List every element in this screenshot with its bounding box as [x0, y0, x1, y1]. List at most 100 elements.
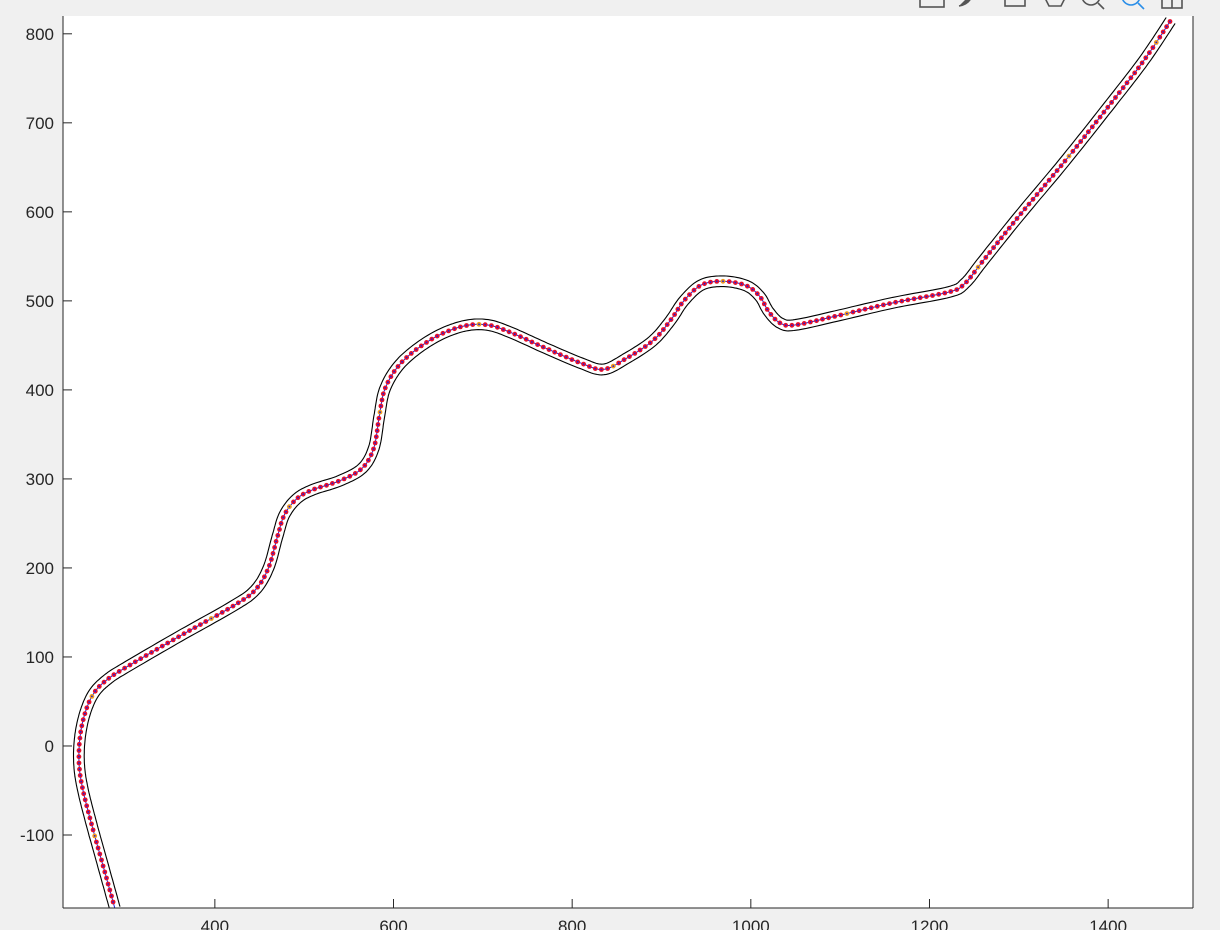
trajectory-point-center [278, 528, 281, 531]
trajectory-point-center [1169, 20, 1171, 23]
trajectory-point-center [1079, 140, 1082, 143]
trajectory-point-center [375, 435, 378, 438]
trajectory-point-center [183, 632, 185, 635]
trajectory-point-center [1024, 207, 1026, 210]
trajectory-point-center [531, 341, 533, 343]
trajectory-point-center [734, 281, 737, 284]
y-tick-label: 400 [26, 381, 54, 400]
trajectory-point-center [1044, 184, 1046, 186]
trajectory-point-center [688, 293, 691, 296]
trajectory-point-center [292, 501, 295, 503]
trajectory-point-center [833, 315, 836, 318]
trajectory-point-center [1040, 188, 1042, 191]
trajectory-point-center [984, 256, 987, 259]
trajectory-point-center [496, 326, 499, 329]
rotate-icon[interactable] [1004, 0, 1026, 7]
trajectory-point-center [270, 558, 273, 561]
trajectory-point-center [484, 323, 487, 326]
trajectory-point-center [1036, 193, 1038, 196]
zoom-in-icon[interactable] [1122, 0, 1145, 10]
trajectory-point-center [266, 570, 268, 572]
trajectory-point-center [215, 614, 218, 617]
trajectory-point-center [91, 695, 93, 698]
trajectory-point-center [858, 309, 860, 312]
axes: -100 0 100 200 300 400 500 600 700 800 400 600 800 10… [20, 16, 1194, 930]
plot-area[interactable] [72, 17, 1176, 910]
trajectory-point-center [273, 546, 276, 549]
trajectory-point-center [172, 639, 175, 641]
trajectory-point-center [525, 338, 528, 341]
track-left-boundary [72, 17, 1167, 908]
trajectory-point-center [376, 429, 379, 432]
y-tick-label: -100 [20, 826, 54, 845]
trajectory-point-center [623, 358, 625, 361]
export-icon[interactable] [919, 0, 945, 8]
trajectory-point-center [348, 475, 351, 478]
trajectory-point-center [381, 399, 383, 401]
trajectory-point-center [1126, 81, 1128, 84]
y-tick-label: 500 [26, 292, 54, 311]
trajectory-point-center [996, 241, 999, 244]
trajectory-point-center [459, 326, 462, 328]
trajectory-point-center [465, 324, 468, 327]
trajectory-point-center [401, 360, 403, 363]
y-tick-label: 100 [26, 648, 54, 667]
trajectory-point-center [343, 478, 345, 480]
trajectory-point-center [288, 505, 291, 508]
trajectory-point-center [92, 829, 94, 831]
trajectory-point-center [325, 484, 328, 487]
trajectory-point-center [1118, 91, 1121, 94]
trajectory-point-center [256, 586, 259, 589]
trajectory-point-center [815, 319, 818, 322]
trajectory-point-center [600, 368, 603, 371]
trajectory-point-center [367, 459, 370, 462]
trajectory-point-center [1064, 160, 1066, 162]
trajectory-point-center [870, 306, 873, 309]
x-tick-label: 1400 [1089, 917, 1127, 930]
trajectory-point-center [194, 626, 196, 629]
trajectory-point-center [123, 667, 126, 670]
trajectory-point-center [199, 623, 202, 626]
axes-toolbar[interactable] [919, 0, 1183, 10]
trajectory-point-center [961, 285, 963, 288]
trajectory-point-center [276, 534, 279, 537]
trajectory-point-center [746, 285, 749, 288]
trajectory-point-center [100, 859, 103, 861]
trajectory-point-center [166, 642, 169, 644]
trajectory-point-center [1130, 76, 1132, 79]
trajectory-point-center [98, 685, 101, 688]
trajectory-point-center [88, 701, 90, 703]
x-tick-label: 800 [558, 917, 586, 930]
trajectory-point-center [1016, 217, 1018, 220]
trajectory-point-center [1110, 101, 1113, 104]
trajectory-point-center [1048, 179, 1050, 182]
data-tips-icon[interactable] [1161, 0, 1183, 9]
trajectory-point-center [237, 601, 240, 604]
trajectory-point-center [888, 302, 891, 305]
trajectory-point-center [740, 283, 743, 285]
trajectory-point-center [766, 308, 769, 311]
trajectory-point-center [285, 511, 287, 513]
trajectory-point-center [129, 664, 131, 666]
zoom-out-icon[interactable] [1082, 0, 1105, 10]
trajectory-point-center [134, 660, 137, 663]
trajectory-point-center [387, 381, 389, 384]
trajectory-point-center [943, 292, 946, 294]
trajectory-point-center [79, 737, 81, 739]
trajectory-point-center [382, 392, 385, 395]
brush-icon[interactable] [958, 0, 973, 7]
trajectory-point-center [78, 755, 80, 758]
trajectory-point-center [913, 297, 915, 300]
trajectory-point-center [644, 345, 647, 348]
trajectory-point-center [188, 629, 191, 632]
y-tick-label: 700 [26, 114, 54, 133]
trajectory-point-center [658, 333, 661, 336]
trajectory-point-center [252, 591, 255, 593]
trajectory-point-center [654, 337, 656, 340]
trajectory-point-center [876, 305, 879, 308]
trajectory-point-center [882, 304, 885, 306]
trajectory-point-center [471, 323, 474, 326]
trajectory-point-center [973, 271, 976, 274]
pan-icon[interactable] [1043, 0, 1067, 7]
